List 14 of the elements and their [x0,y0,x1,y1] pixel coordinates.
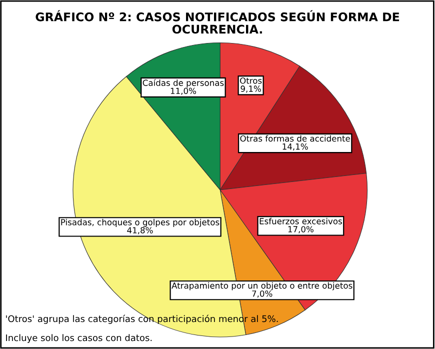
data-label: 17,0% [288,226,314,234]
data-label: 7,0% [252,290,272,298]
chart-title: GRÁFICO Nº 2: CASOS NOTIFICADOS SEGÚN FORMA DE OCURRENCIA. [36,10,400,34]
slice-label: Caídas de personas [142,79,224,88]
slice-label: Esfuerzos excesivos [260,218,342,224]
slice-label: Otras formas de accidente [240,135,350,142]
data-label: 11,0% [170,88,196,95]
text: Incluye solo los casos con datos. [6,334,152,343]
slice-label: Atrapamiento por un objeto o entre objetos [172,282,352,290]
data-label: 9,1% [240,86,261,93]
data-label: 14,1% [282,143,308,151]
slice-label: Pisadas, choques o golpes por objetos [61,218,220,227]
slice-label: Otros [240,77,262,84]
data-label: 41,8% [127,227,153,234]
